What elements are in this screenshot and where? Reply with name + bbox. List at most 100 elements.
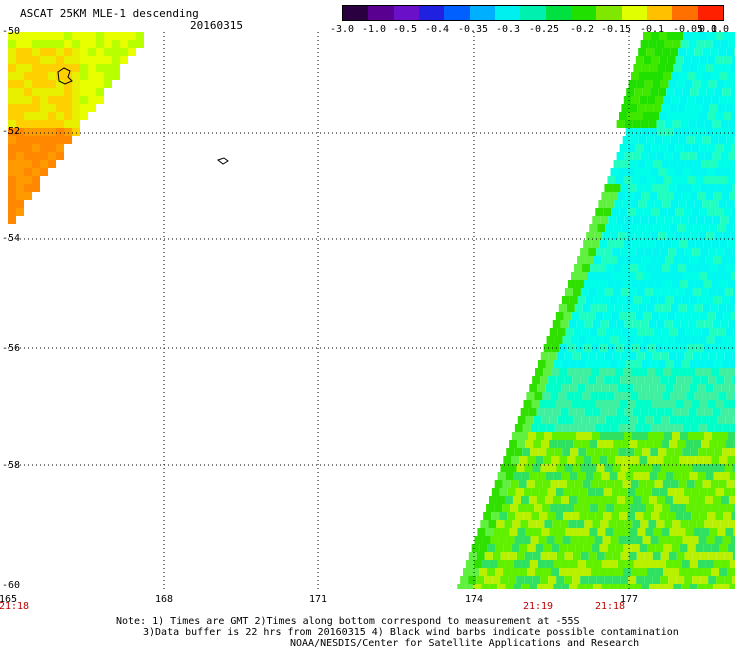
swath-cell-east (731, 512, 735, 520)
swath-cell-east (602, 536, 611, 544)
swath-cell-east (686, 136, 695, 144)
swath-cell-east (494, 504, 503, 512)
swath-cell-east (611, 488, 620, 496)
swath-cell-east (584, 408, 593, 416)
swath-cell-west (24, 184, 32, 192)
swath-cell-east (678, 504, 687, 512)
swath-cell-east (575, 368, 584, 376)
swath-cell-east (729, 256, 735, 264)
swath-cell-east (663, 368, 672, 376)
swath-cell-west (16, 32, 24, 40)
swath-cell-east (674, 424, 683, 432)
swath-cell-east (722, 448, 731, 456)
swath-cell-east (520, 496, 529, 504)
swath-cell-east (686, 264, 695, 272)
swath-cell-east (708, 464, 717, 472)
swath-cell-east (651, 208, 660, 216)
swath-cell-east (476, 576, 485, 584)
swath-cell-east (705, 384, 714, 392)
swath-cell-east (568, 432, 576, 440)
swath-cell-east (705, 296, 714, 304)
swath-cell-east (650, 88, 659, 96)
swath-cell-east (704, 408, 713, 416)
swath-cell-east (481, 584, 490, 589)
swath-cell-east (592, 520, 601, 528)
swath-cell-east (716, 288, 725, 296)
swath-cell-east (715, 512, 724, 520)
swath-cell-east (579, 272, 587, 280)
swath-cell-east (702, 504, 711, 512)
swath-cell-east (549, 328, 558, 336)
swath-cell-east (657, 360, 666, 368)
swath-cell-east (654, 480, 663, 488)
swath-cell-east (669, 528, 678, 536)
swath-cell-east (668, 376, 677, 384)
swath-cell-east (626, 448, 635, 456)
lat-label: -58 (2, 460, 21, 471)
swath-cell-east (630, 480, 639, 488)
swath-cell-east (669, 224, 678, 232)
swath-cell-west (104, 72, 112, 80)
swath-cell-east (658, 336, 667, 344)
swath-cell-east (675, 144, 684, 152)
swath-cell-east (711, 368, 720, 376)
swath-cell-west (72, 88, 80, 96)
swath-cell-east (513, 472, 522, 480)
swath-cell-east (509, 528, 518, 536)
swath-cell-west (8, 208, 16, 216)
swath-cell-east (688, 408, 697, 416)
swath-cell-east (671, 96, 680, 104)
swath-cell-east (711, 544, 720, 552)
swath-cell-east (544, 496, 553, 504)
swath-cell-east (612, 376, 621, 384)
swath-cell-east (732, 80, 735, 88)
swath-cell-east (536, 520, 545, 528)
swath-cell-east (723, 512, 732, 520)
swath-cell-east (649, 256, 658, 264)
swath-cell-east (699, 144, 708, 152)
swath-cell-east (541, 440, 550, 448)
swath-cell-east (672, 152, 681, 160)
swath-cell-east (571, 312, 580, 320)
swath-cell-east (460, 576, 469, 584)
swath-cell-east (569, 584, 578, 589)
swath-cell-east (678, 136, 687, 144)
swath-cell-east (717, 440, 726, 448)
swath-cell-west (16, 144, 24, 152)
swath-cell-east (517, 440, 526, 448)
swath-cell-east (632, 496, 641, 504)
swath-cell-east (620, 288, 629, 296)
swath-cell-east (506, 448, 515, 456)
swath-cell-east (687, 96, 696, 104)
swath-cell-east (641, 584, 650, 589)
swath-cell-east (683, 488, 692, 496)
swath-cell-east (640, 432, 648, 440)
swath-cell-east (546, 536, 555, 544)
swath-cell-west (56, 104, 64, 112)
swath-cell-east (680, 408, 689, 416)
swath-cell-east (665, 256, 674, 264)
swath-cell-east (579, 512, 588, 520)
swath-cell-east (538, 536, 547, 544)
swath-cell-east (489, 560, 498, 568)
swath-cell-east (625, 472, 634, 480)
swath-cell-east (689, 256, 698, 264)
swath-cell-east (528, 496, 537, 504)
swath-cell-east (692, 464, 701, 472)
swath-cell-west (16, 80, 24, 88)
swath-cell-east (630, 264, 639, 272)
swath-cell-east (660, 376, 669, 384)
swath-cell-east (612, 288, 621, 296)
swath-cell-west (80, 40, 88, 48)
swath-cell-east (687, 568, 696, 576)
swath-cell-east (560, 520, 569, 528)
swath-cell-east (684, 552, 693, 560)
swath-cell-east (652, 184, 661, 192)
swath-cell-east (709, 224, 718, 232)
swath-cell-east (718, 304, 727, 312)
swath-cell-east (697, 256, 706, 264)
swath-cell-east (726, 264, 735, 272)
swath-cell-east (674, 168, 683, 176)
swath-cell-west (8, 64, 16, 72)
swath-cell-east (678, 264, 687, 272)
